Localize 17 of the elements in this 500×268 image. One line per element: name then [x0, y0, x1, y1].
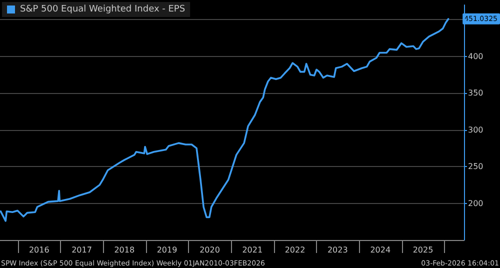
x-tick-label: 2018 [114, 246, 135, 254]
x-tick-label: 2020 [200, 246, 220, 254]
x-tick-label: 2016 [28, 246, 50, 254]
x-tick-label: 2024 [370, 246, 391, 254]
y-tick-label: 300 [468, 125, 484, 134]
x-tick-label: 2019 [156, 246, 178, 254]
y-tick-label: 250 [468, 162, 484, 172]
x-tick-label: 2017 [72, 246, 92, 254]
y-tick-label: 350 [468, 88, 484, 98]
legend-label: S&P 500 Equal Weighted Index - EPS [20, 4, 186, 14]
x-tick-label: 2023 [327, 246, 348, 254]
x-tick-label: 2022 [284, 246, 306, 254]
line-series [0, 18, 450, 222]
x-tick-label: 2025 [412, 246, 434, 254]
y-tick-label: 200 [468, 198, 484, 208]
y-tick-label: 400 [468, 52, 484, 61]
x-tick-label: 2021 [242, 246, 263, 254]
